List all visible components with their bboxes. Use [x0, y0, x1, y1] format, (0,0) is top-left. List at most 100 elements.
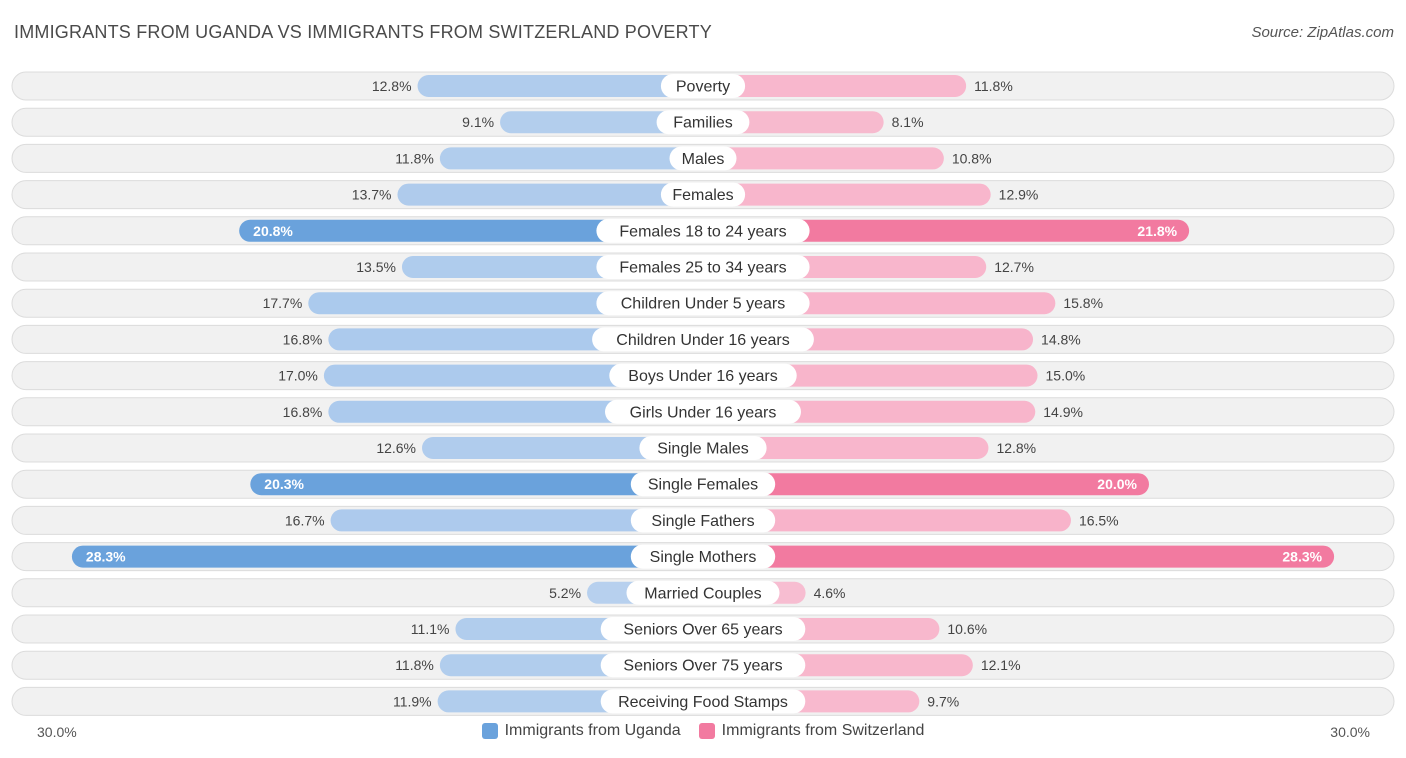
- bar-switzerland: [703, 219, 1190, 242]
- value-label-uganda: 11.9%: [393, 693, 432, 709]
- value-label-uganda: 20.8%: [253, 223, 293, 239]
- value-label-switzerland: 12.8%: [996, 440, 1036, 456]
- legend-label-uganda: Immigrants from Uganda: [504, 722, 681, 739]
- row-children-under-5-years: 17.7% 15.8% Children Under 5 years: [11, 288, 1395, 318]
- category-pill: [592, 327, 814, 352]
- value-label-uganda: 16.8%: [283, 404, 323, 420]
- value-label-switzerland: 14.9%: [1043, 404, 1083, 420]
- row-males: 11.8% 10.8% Males: [11, 143, 1395, 173]
- value-label-switzerland: 15.0%: [1046, 368, 1086, 384]
- value-label-uganda: 11.8%: [395, 150, 434, 166]
- value-label-switzerland: 11.8%: [974, 78, 1013, 94]
- row-seniors-over-65-years: 11.1% 10.6% Seniors Over 65 years: [11, 614, 1395, 644]
- chart-title: IMMIGRANTS FROM UGANDA VS IMMIGRANTS FRO…: [14, 22, 712, 42]
- value-label-uganda: 11.1%: [411, 621, 450, 637]
- value-label-uganda: 12.6%: [376, 440, 416, 456]
- value-label-uganda: 12.8%: [372, 78, 412, 94]
- bar-uganda: [397, 183, 703, 206]
- value-label-switzerland: 14.8%: [1041, 331, 1081, 347]
- value-label-switzerland: 16.5%: [1079, 512, 1119, 528]
- value-label-uganda: 13.7%: [352, 187, 392, 203]
- source-credit: Source: ZipAtlas.com: [1251, 24, 1394, 41]
- value-label-uganda: 16.8%: [283, 331, 323, 347]
- value-label-switzerland: 12.1%: [981, 657, 1021, 673]
- value-label-uganda: 17.7%: [263, 295, 303, 311]
- value-label-switzerland: 10.8%: [952, 150, 992, 166]
- category-pill: [596, 218, 810, 243]
- row-single-males: 12.6% 12.8% Single Males: [11, 433, 1395, 463]
- bar-uganda: [417, 75, 703, 97]
- category-pill: [600, 689, 806, 714]
- category-label: Families: [673, 115, 733, 132]
- bar-switzerland: [703, 545, 1335, 568]
- category-label: Poverty: [676, 79, 730, 96]
- category-label: Married Couples: [644, 585, 761, 602]
- bar-switzerland: [703, 147, 944, 170]
- category-pill: [630, 544, 776, 569]
- category-pill: [630, 472, 776, 497]
- bar-switzerland: [703, 437, 989, 459]
- axis-right-label: 30.0%: [1330, 724, 1370, 740]
- category-pill: [639, 436, 767, 460]
- category-label: Seniors Over 65 years: [623, 622, 782, 639]
- value-label-switzerland: 10.6%: [947, 621, 987, 637]
- row-females: 13.7% 12.9% Females: [11, 180, 1395, 210]
- row-single-mothers: 28.3% 28.3% Single Mothers: [11, 542, 1395, 572]
- value-label-switzerland: 15.8%: [1063, 295, 1103, 311]
- category-label: Females 25 to 34 years: [619, 260, 786, 277]
- row-children-under-16-years: 16.8% 14.8% Children Under 16 years: [11, 324, 1395, 354]
- bar-switzerland: [703, 111, 884, 134]
- category-label: Girls Under 16 years: [630, 404, 777, 421]
- axis-left-label: 30.0%: [37, 724, 77, 740]
- category-label: Seniors Over 75 years: [623, 658, 782, 675]
- bar-uganda: [250, 473, 703, 496]
- category-pill: [660, 74, 746, 98]
- legend-swatch-switzerland: [698, 723, 715, 739]
- value-label-uganda: 16.7%: [285, 512, 325, 528]
- category-label: Males: [682, 151, 725, 168]
- row-receiving-food-stamps: 11.9% 9.7% Receiving Food Stamps: [11, 686, 1395, 716]
- value-label-switzerland: 28.3%: [1282, 549, 1322, 565]
- value-label-switzerland: 8.1%: [892, 114, 924, 130]
- category-label: Children Under 16 years: [616, 332, 789, 349]
- bar-switzerland: [703, 75, 967, 97]
- category-pill: [626, 580, 780, 605]
- legend-item-uganda: Immigrants from Uganda: [481, 722, 681, 740]
- legend-label-switzerland: Immigrants from Switzerland: [721, 722, 925, 739]
- row-females-18-to-24-years: 20.8% 21.8% Females 18 to 24 years: [11, 216, 1395, 246]
- row-single-females: 20.3% 20.0% Single Females: [11, 469, 1395, 499]
- row-girls-under-16-years: 16.8% 14.9% Girls Under 16 years: [11, 397, 1395, 427]
- value-label-switzerland: 12.7%: [994, 259, 1034, 275]
- category-pill: [596, 291, 810, 316]
- category-pill: [596, 255, 810, 279]
- bar-uganda: [422, 437, 703, 459]
- category-label: Single Mothers: [650, 549, 757, 566]
- legend: Immigrants from Uganda Immigrants from S…: [0, 722, 1406, 740]
- category-pill: [630, 508, 776, 533]
- bar-uganda: [330, 509, 703, 532]
- category-label: Boys Under 16 years: [628, 368, 777, 385]
- bar-switzerland: [703, 473, 1149, 496]
- category-pill: [669, 146, 737, 171]
- category-label: Females: [672, 187, 733, 204]
- row-married-couples: 5.2% 4.6% Married Couples: [11, 578, 1395, 608]
- value-label-uganda: 11.8%: [395, 657, 434, 673]
- category-pill: [600, 617, 806, 641]
- row-boys-under-16-years: 17.0% 15.0% Boys Under 16 years: [11, 361, 1395, 391]
- value-label-switzerland: 21.8%: [1137, 223, 1177, 239]
- category-label: Single Males: [657, 441, 749, 458]
- bar-uganda: [323, 364, 703, 387]
- legend-swatch-uganda: [481, 723, 498, 739]
- category-pill: [605, 399, 801, 424]
- row-single-fathers: 16.7% 16.5% Single Fathers: [11, 505, 1395, 535]
- legend-item-switzerland: Immigrants from Switzerland: [698, 722, 925, 740]
- category-label: Receiving Food Stamps: [618, 694, 788, 711]
- value-label-uganda: 17.0%: [278, 368, 318, 384]
- value-label-uganda: 9.1%: [462, 114, 494, 130]
- category-label: Single Females: [648, 477, 758, 494]
- bar-switzerland: [703, 509, 1071, 532]
- category-label: Children Under 5 years: [621, 296, 786, 313]
- value-label-uganda: 13.5%: [356, 259, 396, 275]
- value-label-uganda: 28.3%: [86, 549, 126, 565]
